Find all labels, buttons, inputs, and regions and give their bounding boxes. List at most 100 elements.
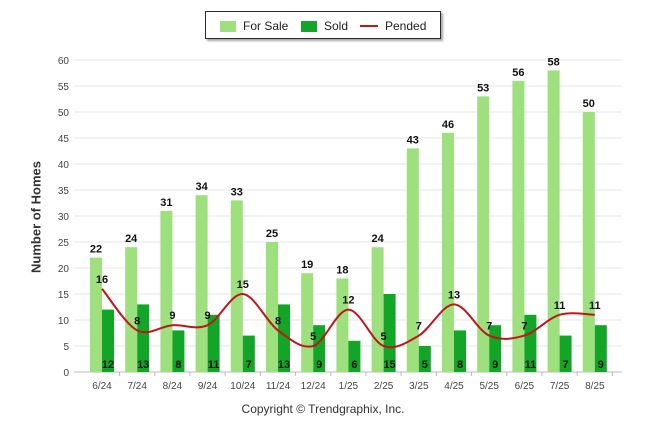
- label-sold: 7: [563, 359, 569, 371]
- x-tick-label: 1/25: [339, 381, 359, 392]
- data-labels: 22 12 24 13 31 8 34 11 33 7 25 13 19 9 18 6 24 15 43 5 46 8 53…: [90, 56, 604, 371]
- label-sold: 9: [492, 359, 498, 371]
- label-sold: 6: [351, 359, 357, 371]
- y-tick-label: 20: [58, 264, 70, 275]
- bar-sold: [137, 304, 150, 372]
- label-pended: 16: [96, 274, 108, 286]
- bar-for-sale: [230, 200, 243, 372]
- y-tick-label: 55: [58, 82, 70, 93]
- bar-for-sale: [266, 242, 278, 372]
- bar-for-sale: [371, 247, 384, 372]
- label-sold: 11: [208, 359, 220, 371]
- legend-item-for-sale[interactable]: For Sale: [220, 18, 288, 34]
- label-pended: 8: [134, 315, 140, 327]
- bar-sold: [418, 346, 431, 372]
- label-sold: 11: [525, 359, 537, 371]
- x-tick-label: 2/25: [374, 381, 394, 392]
- label-sold: 9: [598, 359, 604, 371]
- x-tick-label: 11/24: [266, 381, 291, 392]
- bar-sold: [242, 335, 255, 372]
- legend: For Sale Sold Pended: [205, 11, 441, 39]
- y-tick-label: 45: [58, 134, 70, 145]
- label-sold: 13: [137, 359, 149, 371]
- label-for-sale: 53: [477, 82, 489, 94]
- label-for-sale: 31: [160, 197, 172, 209]
- label-pended: 5: [310, 331, 316, 343]
- y-axis-ticks: 0 5 10 15 20 25 30 35 40 45 50 55 60: [58, 56, 70, 379]
- label-pended: 7: [521, 321, 527, 333]
- x-tick-label: 12/24: [301, 381, 326, 392]
- label-for-sale: 25: [266, 228, 278, 240]
- bar-for-sale: [547, 70, 560, 373]
- y-tick-label: 30: [58, 212, 70, 223]
- bar-sold: [524, 314, 537, 372]
- label-pended: 7: [486, 321, 492, 333]
- label-pended: 9: [169, 310, 175, 322]
- y-tick-label: 15: [58, 290, 70, 301]
- bar-for-sale: [90, 257, 102, 372]
- bar-sold: [454, 330, 466, 372]
- legend-swatch-for-sale: [220, 20, 236, 32]
- label-sold: 15: [383, 359, 395, 371]
- x-tick-label: 9/24: [198, 381, 218, 392]
- bar-for-sale: [125, 247, 138, 372]
- label-sold: 7: [246, 359, 252, 371]
- label-pended: 5: [381, 331, 387, 343]
- label-pended: 12: [342, 295, 354, 307]
- x-tick-label: 6/25: [515, 381, 535, 392]
- legend-swatch-sold: [301, 20, 317, 32]
- y-tick-label: 5: [63, 342, 69, 353]
- bar-for-sale: [512, 80, 525, 373]
- bar-for-sale: [301, 273, 314, 372]
- x-tick-label: 10/24: [230, 381, 255, 392]
- bar-sold: [207, 314, 220, 372]
- y-tick-label: 60: [58, 56, 70, 67]
- x-axis-ticks: 6/24 7/24 8/24 9/24 10/24 11/24 12/24 1/25 2/25 3…: [92, 372, 613, 392]
- label-for-sale: 58: [547, 56, 559, 68]
- y-tick-label: 0: [63, 368, 69, 379]
- legend-item-sold[interactable]: Sold: [301, 18, 348, 34]
- label-for-sale: 18: [336, 264, 348, 276]
- x-tick-label: 7/25: [550, 381, 570, 392]
- pended-line-path: [101, 288, 595, 349]
- label-for-sale: 33: [231, 186, 243, 198]
- bar-sold: [348, 340, 361, 372]
- y-tick-label: 40: [58, 160, 70, 171]
- label-for-sale: 34: [195, 181, 208, 193]
- label-for-sale: 24: [125, 233, 138, 245]
- label-pended: 11: [589, 300, 601, 312]
- label-for-sale: 24: [371, 233, 384, 245]
- label-sold: 5: [422, 359, 428, 371]
- label-sold: 8: [457, 359, 463, 371]
- label-sold: 8: [175, 359, 181, 371]
- pended-line: [101, 288, 595, 349]
- label-pended: 8: [275, 315, 281, 327]
- label-pended: 7: [416, 321, 422, 333]
- x-tick-label: 5/25: [479, 381, 499, 392]
- x-tick-label: 8/25: [585, 381, 605, 392]
- legend-label-sold: Sold: [324, 19, 349, 33]
- label-for-sale: 46: [442, 119, 454, 131]
- y-tick-label: 50: [58, 108, 70, 119]
- legend-label-for-sale: For Sale: [243, 19, 289, 33]
- legend-label-pended: Pended: [385, 19, 427, 33]
- label-pended: 13: [448, 289, 460, 301]
- legend-item-pended[interactable]: Pended: [360, 18, 426, 34]
- bar-sold: [594, 325, 607, 372]
- bar-for-sale: [160, 210, 173, 372]
- bar-sold: [278, 304, 290, 372]
- bar-sold: [559, 335, 572, 372]
- x-tick-label: 4/25: [444, 381, 464, 392]
- y-tick-label: 25: [58, 238, 70, 249]
- label-sold: 9: [316, 359, 322, 371]
- label-pended: 15: [237, 279, 249, 291]
- x-tick-label: 6/24: [92, 381, 112, 392]
- x-tick-label: 8/24: [163, 381, 183, 392]
- bar-sold: [102, 309, 114, 372]
- copyright-text: Copyright © Trendgraphix, Inc.: [241, 402, 405, 416]
- label-sold: 12: [102, 359, 114, 371]
- bar-for-sale: [195, 195, 208, 372]
- bar-sold: [383, 294, 396, 372]
- bar-for-sale: [442, 132, 454, 372]
